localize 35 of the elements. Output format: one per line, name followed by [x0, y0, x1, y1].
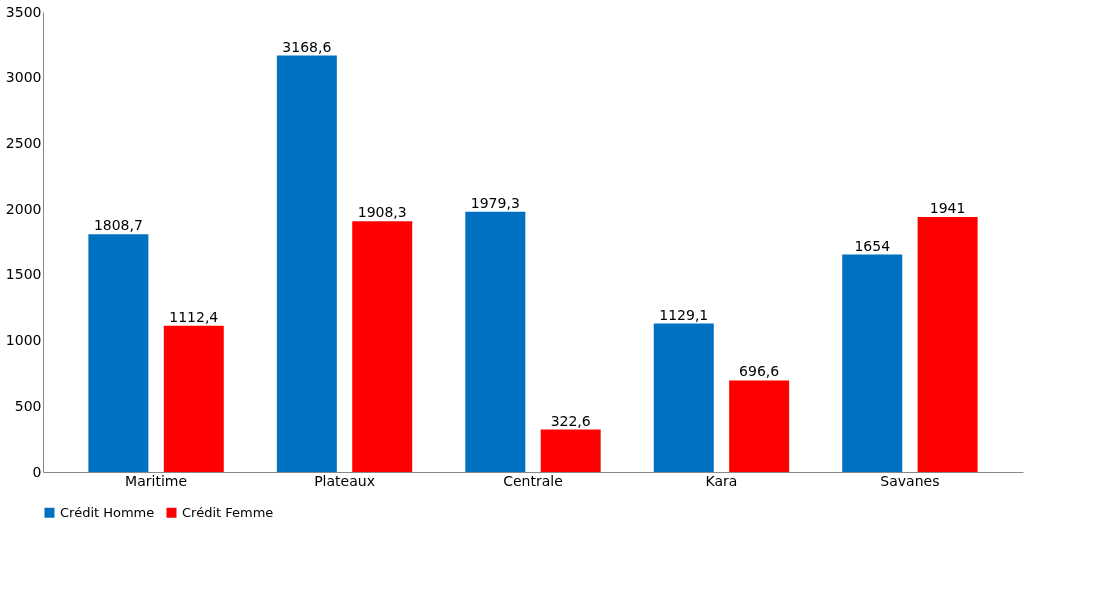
- bar: [276, 55, 337, 472]
- bar: [842, 254, 903, 472]
- x-tick-label: Centrale: [503, 472, 563, 489]
- data-label: 3168,6: [282, 38, 332, 55]
- y-tick-label: 1500: [5, 266, 42, 283]
- bar: [540, 429, 601, 472]
- data-label: 1979,3: [470, 194, 520, 211]
- y-tick-label: 2500: [5, 134, 42, 151]
- bar: [88, 234, 149, 472]
- data-label: 1941: [929, 199, 966, 216]
- data-label: 322,6: [550, 412, 591, 429]
- y-tick-label: 1000: [5, 332, 42, 349]
- data-label: 696,6: [739, 363, 780, 380]
- x-tick-label: Savanes: [880, 472, 940, 489]
- y-tick-label: 3000: [5, 69, 42, 86]
- data-label: 1129,1: [659, 306, 709, 323]
- data-label: 1112,4: [169, 308, 219, 325]
- legend-label: Crédit Homme: [60, 504, 155, 520]
- bar: [163, 325, 224, 472]
- bar: [465, 211, 526, 472]
- x-tick-label: Plateaux: [314, 472, 375, 489]
- y-tick-label: 2000: [5, 200, 42, 217]
- data-label: 1908,3: [357, 204, 407, 221]
- bar: [729, 380, 790, 472]
- bar: [917, 216, 978, 472]
- data-label: 1808,7: [93, 217, 143, 234]
- y-tick-label: 500: [14, 397, 42, 414]
- x-tick-label: Kara: [705, 472, 738, 489]
- y-tick-label: 3500: [5, 3, 42, 20]
- x-tick-label: Maritime: [125, 472, 188, 489]
- data-label: 1654: [854, 237, 891, 254]
- legend-label: Crédit Femme: [182, 504, 274, 520]
- y-tick-label: 0: [32, 463, 42, 480]
- bar: [653, 323, 714, 472]
- bar: [352, 221, 413, 472]
